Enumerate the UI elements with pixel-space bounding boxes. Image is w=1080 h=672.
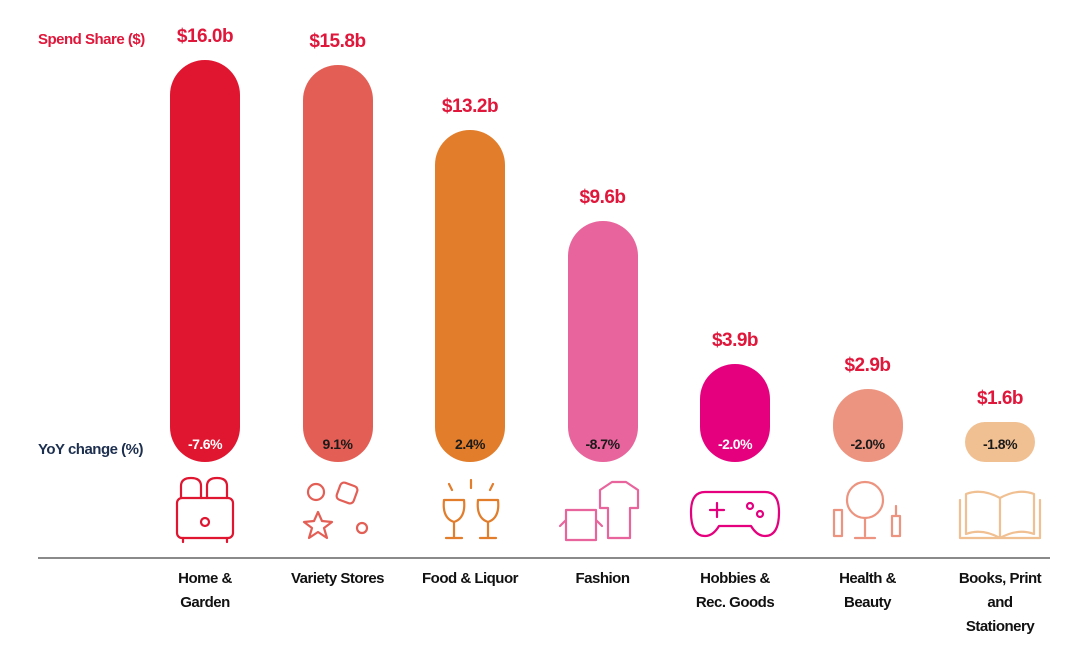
value-label: $9.6b: [579, 186, 626, 208]
baseline: [38, 557, 1050, 559]
icon-book: [958, 490, 1042, 540]
change-label: -1.8%: [982, 436, 1018, 452]
bar: [435, 130, 505, 462]
change-label: 9.1%: [322, 436, 353, 452]
x-tick-label: Fashion: [575, 570, 630, 587]
bar: [700, 364, 770, 462]
bar: [567, 220, 638, 462]
x-tick-label: Health & Beauty: [839, 570, 896, 611]
icon-mirror: [832, 480, 902, 540]
value-label: $15.8b: [309, 31, 366, 53]
x-tick-label: Variety Stores: [290, 570, 385, 587]
x-tick-label: Books, Print and Stationery: [958, 570, 1042, 635]
value-label: $1.6b: [976, 387, 1024, 409]
y-label: Spend Share ($): [38, 31, 145, 48]
change-label: -7.6%: [187, 436, 223, 452]
change-label: 2.4%: [455, 436, 485, 452]
icon-gamepad: [689, 490, 781, 538]
value-label: $16.0b: [176, 26, 234, 47]
change-label: -8.7%: [585, 436, 620, 452]
x-tick-label: Food & Liquor: [422, 570, 518, 587]
value-label: $3.9b: [711, 330, 759, 351]
icons: [175, 476, 1042, 544]
icon-toaster: [175, 476, 235, 544]
icon-clothes: [558, 480, 640, 542]
change-label: -2.0%: [850, 436, 885, 452]
value-label: $13.2b: [441, 96, 499, 118]
icon-shapes: [302, 481, 369, 540]
bar: [170, 60, 240, 462]
change-label: YoY change (%): [38, 441, 143, 458]
bar: [965, 421, 1035, 462]
bar: [302, 65, 373, 462]
value-label: $2.9b: [844, 355, 891, 377]
change-label: -2.0%: [717, 436, 753, 452]
bar: [832, 389, 903, 462]
icon-glasses: [442, 478, 500, 540]
x-tick-label: Home & Garden: [178, 570, 232, 611]
x-tick-label: Hobbies & Rec. Goods: [695, 570, 775, 611]
